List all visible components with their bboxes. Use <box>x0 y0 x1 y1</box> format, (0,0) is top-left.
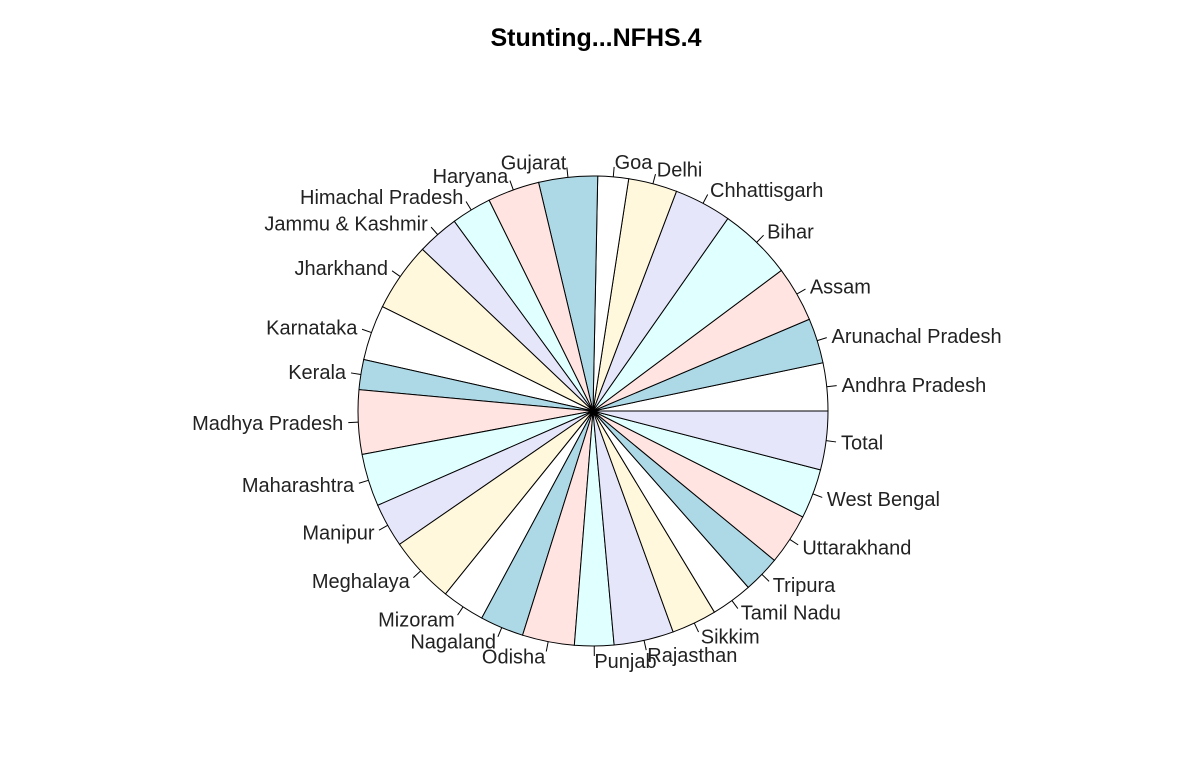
slice-label-tripura: Tripura <box>773 575 836 597</box>
slice-label-punjab: Punjab <box>594 651 656 673</box>
slice-label-madhya-pradesh: Madhya Pradesh <box>192 413 343 435</box>
slice-label-odisha: Odisha <box>482 646 546 668</box>
slice-label-chhattisgarh: Chhattisgarh <box>710 180 823 202</box>
slice-label-arunachal-pradesh: Arunachal Pradesh <box>832 326 1002 348</box>
slice-label-west-bengal: West Bengal <box>827 489 940 511</box>
label-tick-uttarakhand <box>789 539 799 546</box>
label-tick-total <box>826 440 837 443</box>
slice-label-assam: Assam <box>810 277 871 299</box>
label-tick-assam <box>796 288 806 295</box>
label-tick-nagaland <box>497 627 503 637</box>
label-tick-manipur <box>378 524 388 531</box>
label-tick-mizoram <box>457 606 464 616</box>
label-tick-odisha <box>545 641 549 652</box>
label-tick-delhi <box>652 173 656 184</box>
label-tick-sikkim <box>693 622 700 633</box>
slice-label-manipur: Manipur <box>302 523 375 545</box>
label-tick-kerala <box>350 372 361 375</box>
slice-label-meghalaya: Meghalaya <box>312 571 411 593</box>
label-tick-rajasthan <box>643 640 647 651</box>
pie-labels: Andhra Pradesh Arunachal Pradesh Assam Biha… <box>192 152 1002 673</box>
slice-label-haryana: Haryana <box>433 166 509 188</box>
slice-label-kerala: Kerala <box>288 362 347 384</box>
label-tick-jharkhand <box>391 270 401 277</box>
label-tick-haryana <box>509 180 514 191</box>
label-tick-chhattisgarh <box>702 194 709 204</box>
slice-label-uttarakhand: Uttarakhand <box>802 538 911 560</box>
slice-label-nagaland: Nagaland <box>410 631 496 653</box>
slice-label-goa: Goa <box>615 152 654 174</box>
slice-label-andhra-pradesh: Andhra Pradesh <box>842 375 987 397</box>
label-tick-karnataka <box>361 328 372 334</box>
label-tick-maharashtra <box>358 479 369 484</box>
slice-label-karnataka: Karnataka <box>266 318 358 340</box>
label-tick-meghalaya <box>413 570 422 579</box>
slice-label-jammu-and-kashmir: Jammu & Kashmir <box>264 213 428 235</box>
slice-label-tamil-nadu: Tamil Nadu <box>741 603 841 625</box>
label-tick-tripura <box>761 574 770 582</box>
slice-label-jharkhand: Jharkhand <box>295 258 388 280</box>
pie-slices <box>357 175 829 647</box>
slice-label-maharashtra: Maharashtra <box>242 475 355 497</box>
label-tick-gujarat <box>566 167 569 178</box>
slice-label-himachal-pradesh: Himachal Pradesh <box>300 187 463 209</box>
label-tick-jammu-and-kashmir <box>430 226 439 235</box>
slice-label-delhi: Delhi <box>657 159 703 181</box>
slice-label-total: Total <box>841 433 883 455</box>
label-tick-arunachal-pradesh <box>817 337 827 342</box>
slice-label-gujarat: Gujarat <box>501 152 567 174</box>
label-tick-tamil-nadu <box>731 600 739 609</box>
label-tick-andhra-pradesh <box>826 385 837 388</box>
slice-label-sikkim: Sikkim <box>701 627 760 649</box>
label-tick-bihar <box>756 234 764 243</box>
slice-label-bihar: Bihar <box>767 222 814 244</box>
pie-slice-total <box>592 410 829 471</box>
label-tick-west-bengal <box>812 493 823 498</box>
label-tick-goa <box>612 166 615 177</box>
slice-label-mizoram: Mizoram <box>378 609 455 631</box>
slice-label-rajasthan: Rajasthan <box>647 645 737 667</box>
chart-title: Stunting...NFHS.4 <box>490 24 701 52</box>
label-tick-himachal-pradesh <box>465 201 472 211</box>
